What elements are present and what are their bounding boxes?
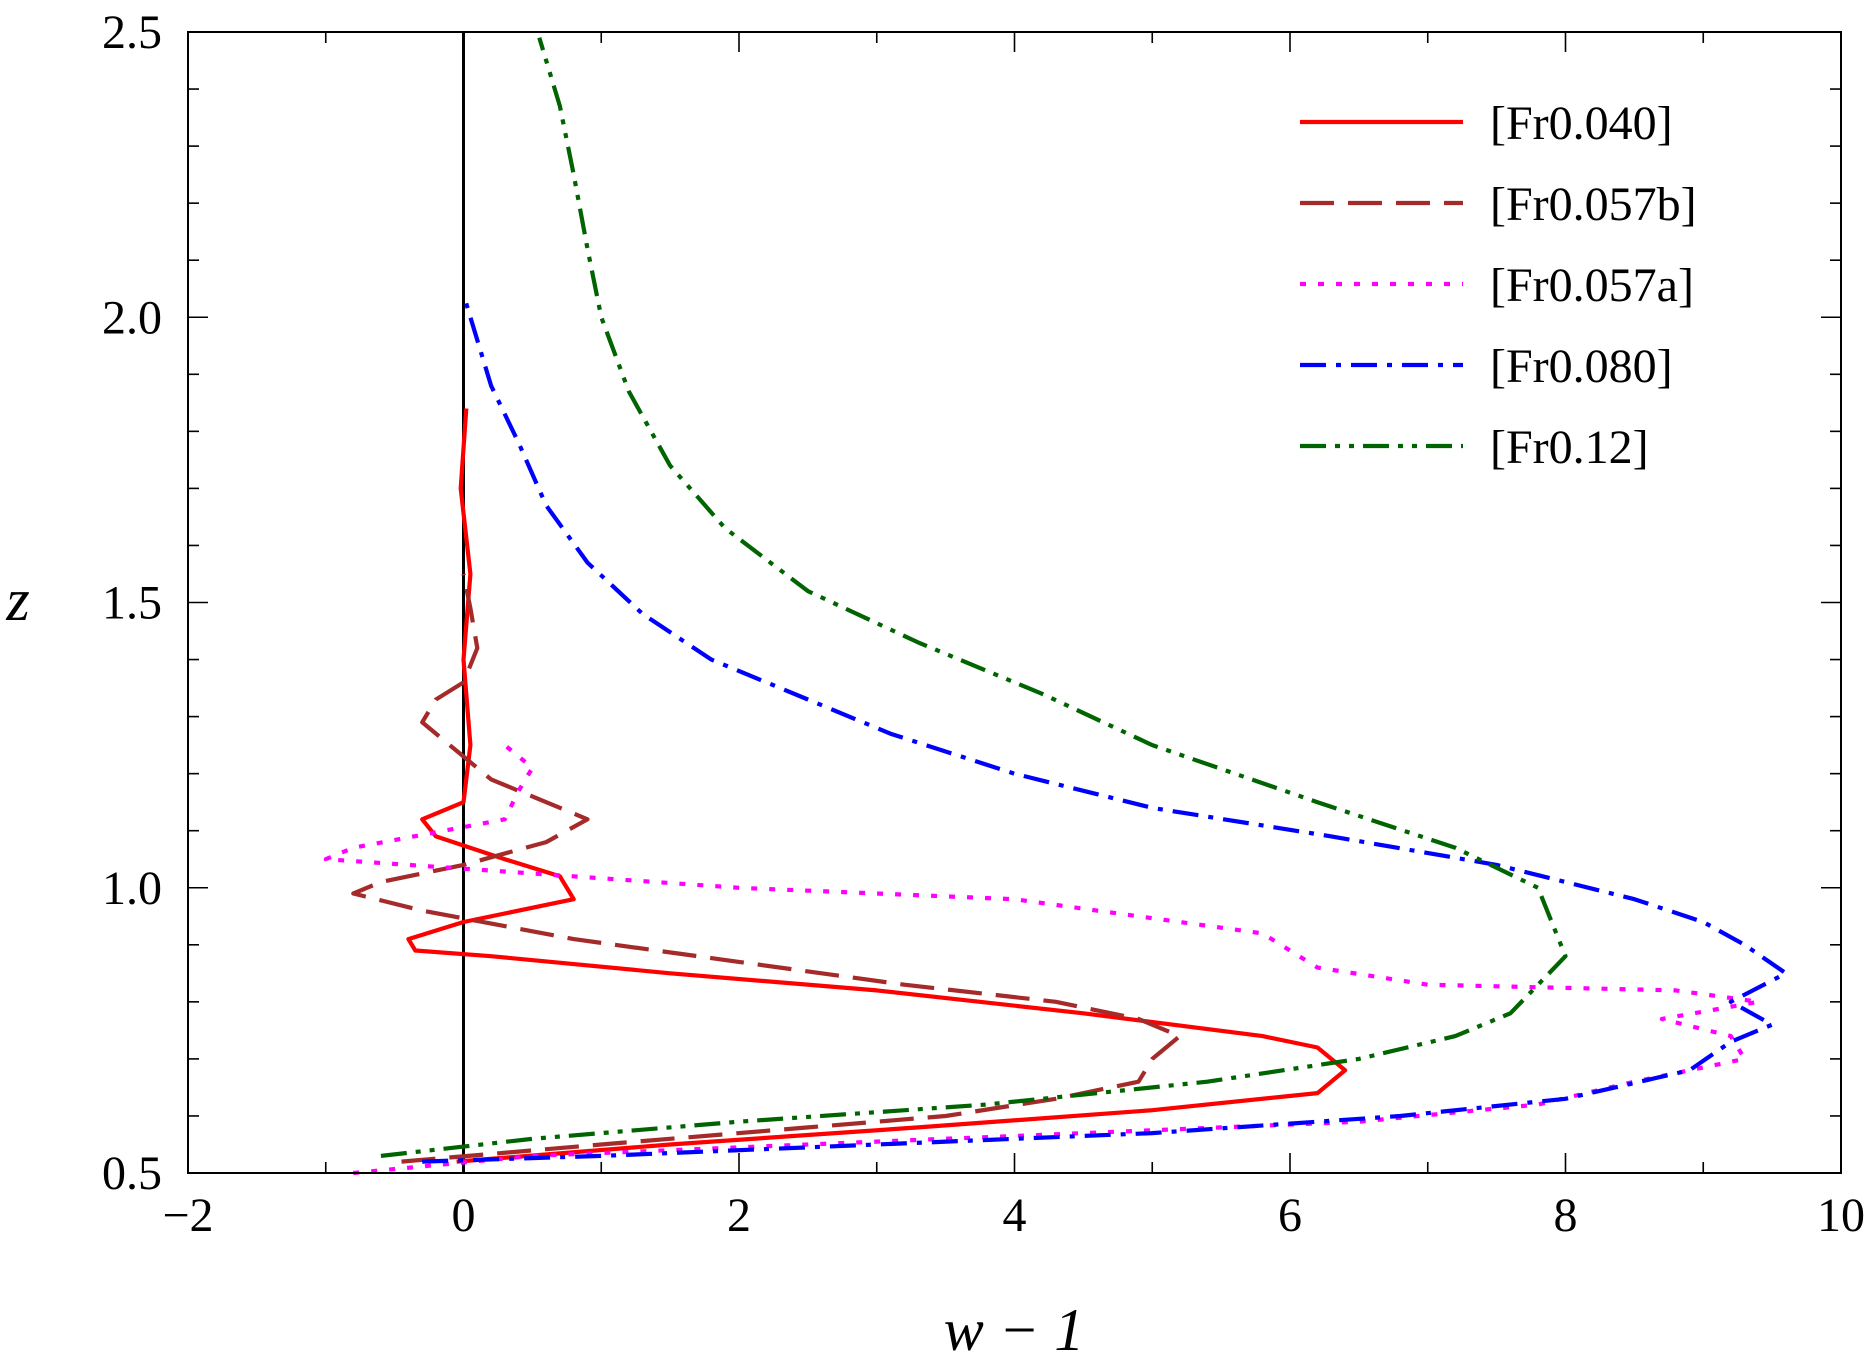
legend-label-1: [Fr0.040] [1490, 97, 1673, 150]
legend-label-5: [Fr0.12] [1490, 421, 1649, 474]
plot-frame [187, 31, 1842, 1174]
series-line-1 [406, 408, 1348, 1164]
x-axis-label: w − 1 [944, 1297, 1085, 1363]
x-tick-label: 0 [452, 1189, 476, 1242]
y-tick-label: 0.5 [102, 1147, 162, 1200]
y-tick-label: 1.0 [102, 862, 162, 915]
axes: −2 0 2 4 6 8 10 0.5 1.0 1.5 2.0 2.5 [102, 6, 1865, 1242]
x-tick-label: 4 [1003, 1189, 1027, 1242]
y-tick-label: 1.5 [102, 577, 162, 630]
x-tick-label: 8 [1554, 1189, 1578, 1242]
x-tick-label: 10 [1817, 1189, 1865, 1242]
x-tick-label: −2 [162, 1189, 213, 1242]
series-line-5 [380, 37, 1568, 1158]
series-line-2 [351, 573, 1182, 1164]
y-tick-label: 2.5 [102, 6, 162, 59]
x-tick-label: 6 [1278, 1189, 1302, 1242]
legend: [Fr0.040] [Fr0.057b] [Fr0.057a] [Fr0.080] [F… [1300, 97, 1697, 474]
x-tick-label: 2 [727, 1189, 751, 1242]
y-axis-label: z [5, 567, 29, 633]
legend-label-4: [Fr0.080] [1490, 340, 1673, 393]
legend-label-2: [Fr0.057b] [1490, 178, 1697, 231]
y-tick-label: 2.0 [102, 291, 162, 344]
legend-label-3: [Fr0.057a] [1490, 259, 1694, 312]
series-layer [323, 37, 1788, 1176]
